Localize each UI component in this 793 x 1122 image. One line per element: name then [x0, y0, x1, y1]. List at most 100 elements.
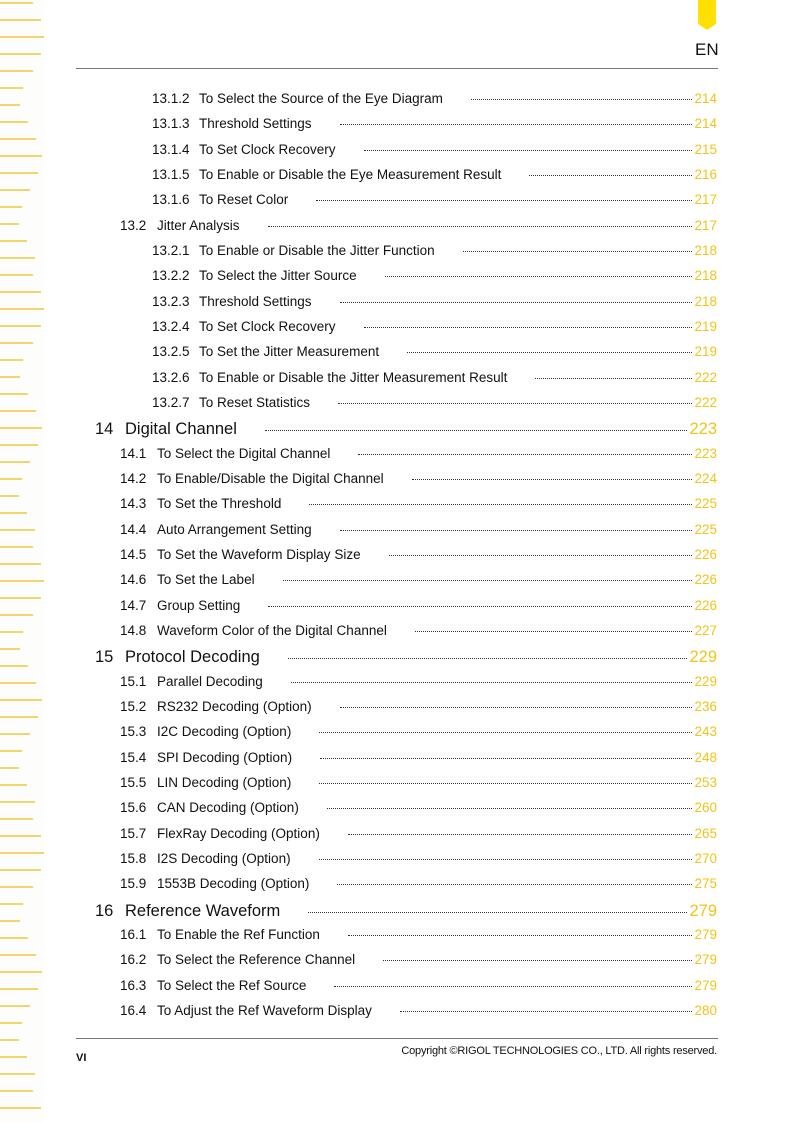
toc-page-link[interactable]: 279	[689, 901, 717, 920]
toc-page-link[interactable]: 225	[694, 496, 717, 512]
toc-entry[interactable]: 15.7 FlexRay Decoding (Option) 265	[120, 826, 717, 848]
toc-entry[interactable]: 14.8 Waveform Color of the Digital Channe…	[120, 623, 717, 645]
toc-entry[interactable]: 14 Digital Channel 223	[95, 420, 717, 442]
toc-title[interactable]: Protocol Decoding	[125, 648, 260, 667]
toc-title[interactable]: Auto Arrangement Setting	[157, 521, 312, 537]
toc-title[interactable]: I2C Decoding (Option)	[157, 724, 292, 740]
toc-title[interactable]: To Select the Source of the Eye Diagram	[199, 91, 443, 106]
toc-page-link[interactable]: 218	[694, 293, 717, 309]
toc-title[interactable]: 1553B Decoding (Option)	[157, 876, 310, 892]
toc-entry[interactable]: 15.1 Parallel Decoding 229	[120, 674, 717, 696]
toc-entry[interactable]: 14.6 To Set the Label 226	[120, 572, 717, 594]
toc-title[interactable]: Group Setting	[157, 597, 241, 613]
toc-page-link[interactable]: 223	[689, 420, 717, 439]
toc-entry[interactable]: 13.1.3 Threshold Settings 214	[152, 116, 717, 138]
toc-title[interactable]: To Adjust the Ref Waveform Display	[157, 1002, 372, 1018]
toc-page-link[interactable]: 217	[694, 192, 717, 208]
toc-title[interactable]: I2S Decoding (Option)	[157, 850, 291, 866]
toc-page-link[interactable]: 215	[694, 141, 717, 157]
toc-page-link[interactable]: 229	[689, 648, 717, 667]
toc-title[interactable]: To Set the Threshold	[157, 496, 282, 512]
toc-title[interactable]: To Reset Color	[199, 192, 289, 208]
toc-page-link[interactable]: 279	[694, 952, 717, 968]
toc-entry[interactable]: 16.4 To Adjust the Ref Waveform Display 28…	[120, 1003, 717, 1025]
toc-title[interactable]: To Select the Ref Source	[157, 977, 307, 993]
toc-page-link[interactable]: 260	[694, 800, 717, 816]
toc-entry[interactable]: 15.6 CAN Decoding (Option) 260	[120, 800, 717, 822]
toc-title[interactable]: To Set the Label	[157, 572, 255, 588]
toc-page-link[interactable]: 214	[694, 91, 717, 106]
toc-page-link[interactable]: 217	[694, 217, 717, 233]
toc-title[interactable]: To Reset Statistics	[199, 394, 311, 410]
toc-entry[interactable]: 13.1.6 To Reset Color 217	[152, 192, 717, 214]
toc-entry[interactable]: 13.2 Jitter Analysis 217	[120, 218, 717, 240]
toc-page-link[interactable]: 279	[694, 977, 717, 993]
toc-page-link[interactable]: 219	[694, 318, 717, 334]
toc-title[interactable]: To Set Clock Recovery	[199, 141, 336, 157]
toc-page-link[interactable]: 229	[694, 673, 717, 689]
toc-entry[interactable]: 16.3 To Select the Ref Source 279	[120, 978, 717, 1000]
toc-page-link[interactable]: 225	[694, 521, 717, 537]
toc-entry[interactable]: 15.9 1553B Decoding (Option) 275	[120, 876, 717, 898]
toc-entry[interactable]: 16 Reference Waveform 279	[95, 902, 717, 924]
toc-title[interactable]: LIN Decoding (Option)	[157, 774, 292, 790]
toc-title[interactable]: Parallel Decoding	[157, 673, 263, 689]
toc-entry[interactable]: 13.2.7 To Reset Statistics 222	[152, 395, 717, 417]
toc-title[interactable]: CAN Decoding (Option)	[157, 800, 299, 816]
toc-title[interactable]: To Select the Digital Channel	[157, 445, 331, 461]
toc-page-link[interactable]: 275	[694, 876, 717, 892]
toc-entry[interactable]: 15.3 I2C Decoding (Option) 243	[120, 724, 717, 746]
toc-page-link[interactable]: 218	[694, 242, 717, 258]
toc-title[interactable]: To Enable or Disable the Jitter Function	[199, 242, 435, 258]
toc-entry[interactable]: 13.2.6 To Enable or Disable the Jitter Me…	[152, 370, 717, 392]
toc-page-link[interactable]: 243	[694, 724, 717, 740]
toc-title[interactable]: Digital Channel	[125, 420, 237, 439]
toc-page-link[interactable]: 226	[694, 546, 717, 562]
toc-page-link[interactable]: 219	[694, 344, 717, 360]
toc-entry[interactable]: 15 Protocol Decoding 229	[95, 648, 717, 670]
toc-page-link[interactable]: 248	[694, 749, 717, 765]
toc-title[interactable]: Threshold Settings	[199, 116, 312, 132]
toc-page-link[interactable]: 253	[694, 774, 717, 790]
toc-title[interactable]: RS232 Decoding (Option)	[157, 698, 312, 714]
toc-page-link[interactable]: 223	[694, 445, 717, 461]
toc-entry[interactable]: 13.2.1 To Enable or Disable the Jitter Fu…	[152, 243, 717, 265]
toc-title[interactable]: To Select the Jitter Source	[199, 268, 357, 284]
toc-page-link[interactable]: 280	[694, 1002, 717, 1018]
toc-entry[interactable]: 15.8 I2S Decoding (Option) 270	[120, 851, 717, 873]
toc-page-link[interactable]: 226	[694, 572, 717, 588]
toc-title[interactable]: Jitter Analysis	[157, 217, 240, 233]
toc-title[interactable]: To Select the Reference Channel	[157, 952, 356, 968]
toc-entry[interactable]: 13.1.2 To Select the Source of the Eye Di…	[152, 91, 717, 113]
toc-page-link[interactable]: 224	[694, 470, 717, 486]
toc-page-link[interactable]: 214	[694, 116, 717, 132]
toc-entry[interactable]: 16.1 To Enable the Ref Function 279	[120, 927, 717, 949]
toc-title[interactable]: FlexRay Decoding (Option)	[157, 825, 320, 841]
toc-entry[interactable]: 13.1.4 To Set Clock Recovery 215	[152, 142, 717, 164]
toc-entry[interactable]: 13.2.3 Threshold Settings 218	[152, 294, 717, 316]
toc-entry[interactable]: 14.4 Auto Arrangement Setting 225	[120, 522, 717, 544]
toc-page-link[interactable]: 227	[694, 622, 717, 638]
toc-page-link[interactable]: 218	[694, 268, 717, 284]
toc-entry[interactable]: 15.4 SPI Decoding (Option) 248	[120, 750, 717, 772]
toc-entry[interactable]: 14.5 To Set the Waveform Display Size 226	[120, 547, 717, 569]
toc-page-link[interactable]: 226	[694, 597, 717, 613]
toc-page-link[interactable]: 236	[694, 698, 717, 714]
toc-page-link[interactable]: 222	[694, 369, 717, 385]
toc-page-link[interactable]: 265	[694, 825, 717, 841]
toc-page-link[interactable]: 222	[694, 394, 717, 410]
toc-entry[interactable]: 16.2 To Select the Reference Channel 279	[120, 952, 717, 974]
toc-title[interactable]: To Set the Jitter Measurement	[199, 344, 380, 360]
toc-title[interactable]: Threshold Settings	[199, 293, 312, 309]
toc-title[interactable]: To Enable/Disable the Digital Channel	[157, 470, 384, 486]
toc-title[interactable]: SPI Decoding (Option)	[157, 749, 293, 765]
toc-entry[interactable]: 14.1 To Select the Digital Channel 223	[120, 446, 717, 468]
toc-entry[interactable]: 14.3 To Set the Threshold 225	[120, 496, 717, 518]
toc-title[interactable]: To Enable the Ref Function	[157, 926, 320, 942]
toc-entry[interactable]: 13.1.5 To Enable or Disable the Eye Measu…	[152, 167, 717, 189]
toc-entry[interactable]: 14.2 To Enable/Disable the Digital Channe…	[120, 471, 717, 493]
toc-entry[interactable]: 13.2.5 To Set the Jitter Measurement 219	[152, 344, 717, 366]
toc-page-link[interactable]: 270	[694, 850, 717, 866]
toc-entry[interactable]: 14.7 Group Setting 226	[120, 598, 717, 620]
toc-title[interactable]: To Enable or Disable the Eye Measurement…	[199, 166, 502, 182]
